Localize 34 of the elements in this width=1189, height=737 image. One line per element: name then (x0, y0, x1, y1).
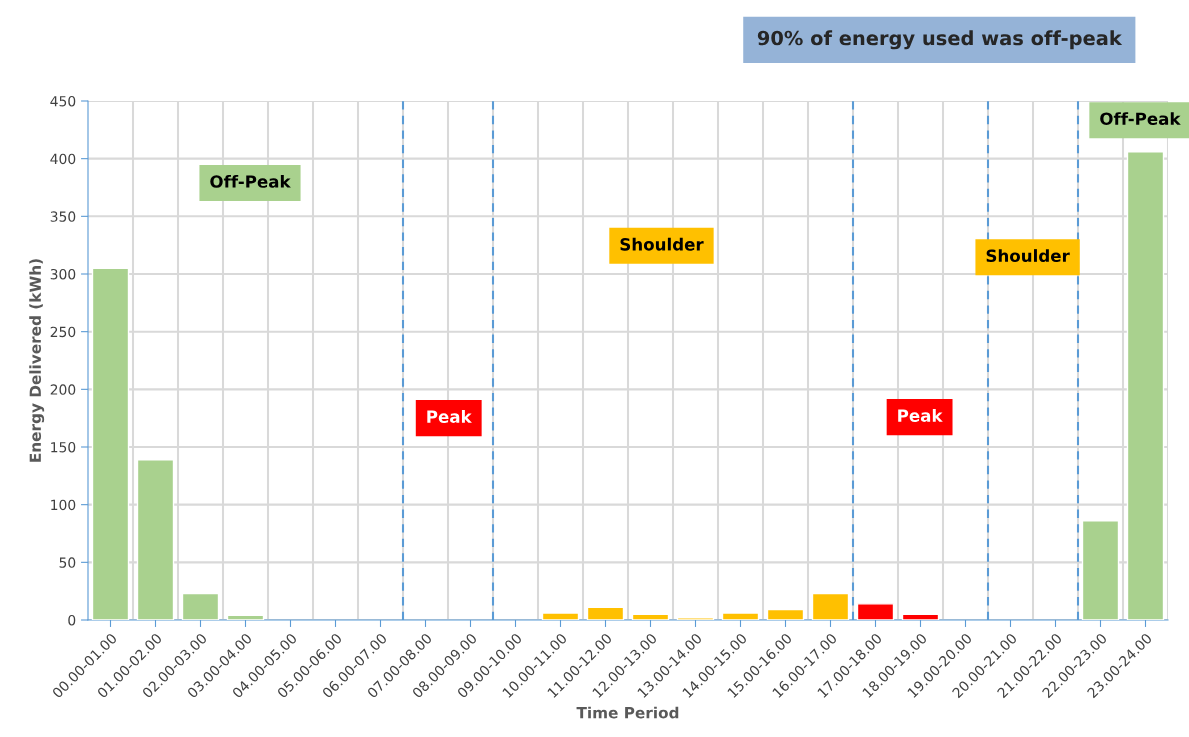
bar (811, 592, 850, 620)
annotation: Peak (427, 410, 472, 423)
y-tick-label: 300 (50, 268, 76, 280)
bar (766, 608, 805, 620)
y-tick-label: 100 (51, 499, 76, 511)
bar (676, 616, 715, 620)
bar (1126, 151, 1165, 620)
bar (721, 612, 760, 620)
x-axis-title: Time Period (576, 706, 679, 719)
y-tick-label: 0 (68, 614, 76, 626)
bar (181, 592, 220, 620)
bar (586, 606, 625, 620)
bar (91, 267, 130, 620)
y-tick-label: 400 (50, 153, 76, 165)
bar (631, 613, 670, 620)
chart-title: 90% of energy used was off-peak (757, 30, 1123, 50)
y-tick-label: 450 (50, 95, 76, 107)
annotation: Off-Peak (1100, 112, 1181, 126)
y-tick-label: 350 (50, 211, 76, 222)
y-tick-label: 200 (50, 384, 76, 395)
bar (856, 603, 895, 620)
annotation: Shoulder (986, 249, 1070, 263)
annotation: Off-Peak (210, 174, 291, 188)
y-tick-label: 50 (59, 557, 76, 568)
y-tick-label: 150 (51, 441, 76, 453)
bar (226, 614, 265, 620)
annotation: Shoulder (620, 237, 704, 251)
bar (901, 613, 940, 620)
bar (1081, 520, 1120, 620)
y-tick-label: 250 (50, 326, 76, 338)
y-axis-title: Energy Delivered (kWh) (29, 259, 45, 462)
bar (541, 612, 580, 620)
bar (136, 458, 175, 620)
annotation: Peak (898, 409, 943, 422)
